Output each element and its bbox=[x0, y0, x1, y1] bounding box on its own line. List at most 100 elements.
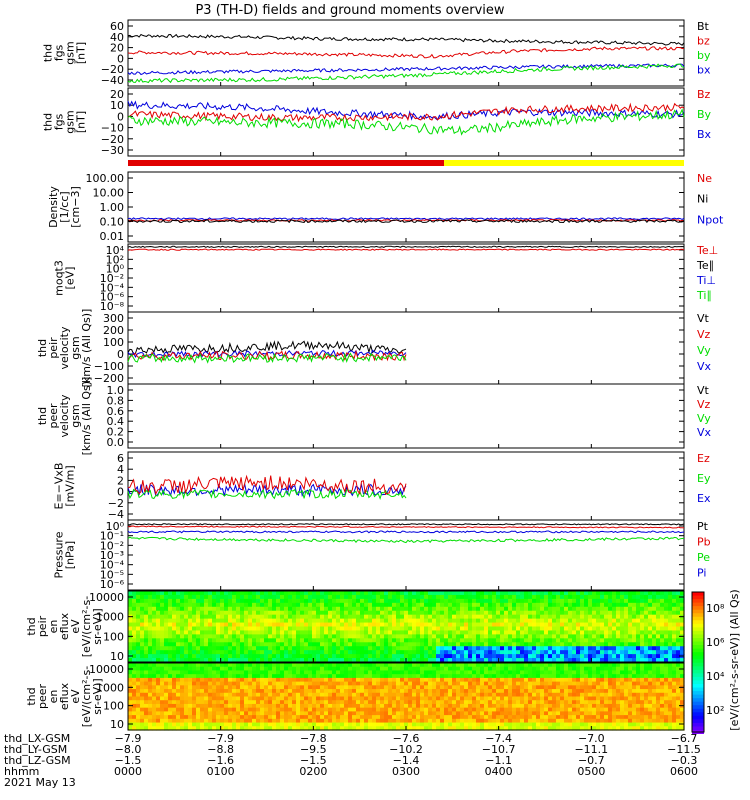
y-axis-label: eflux bbox=[58, 612, 71, 640]
panel-frame bbox=[127, 383, 685, 449]
legend-Bx: Bx bbox=[697, 128, 712, 141]
x-row-value: −6.7 bbox=[671, 732, 698, 745]
legend-by: by bbox=[697, 49, 711, 62]
y-tick-label: 60 bbox=[110, 20, 124, 33]
y-tick-label: 0.6 bbox=[107, 405, 125, 418]
y-tick-label: 10000 bbox=[89, 591, 124, 604]
y-tick-label: 0 bbox=[117, 110, 124, 123]
x-row-value: 0100 bbox=[207, 765, 235, 778]
series-Bt bbox=[127, 33, 685, 46]
y-axis-label: peir bbox=[36, 615, 49, 637]
legend-Ni: Ni bbox=[697, 193, 708, 206]
series-Pi bbox=[127, 530, 685, 534]
y-axis-label: [eV] bbox=[64, 267, 77, 290]
y-axis-label: eV bbox=[69, 619, 82, 634]
x-row-value: −10.2 bbox=[389, 743, 423, 756]
y-tick-label: 10⁻² bbox=[100, 539, 124, 552]
series-By bbox=[127, 108, 685, 136]
panel-frame bbox=[127, 451, 685, 521]
y-tick-label: 0 bbox=[117, 348, 124, 361]
x-row-value: 0000 bbox=[114, 765, 142, 778]
y-tick-label: −30 bbox=[101, 144, 124, 157]
y-axis-label: en bbox=[47, 690, 60, 704]
y-tick-label: 10000 bbox=[89, 663, 124, 676]
colorbar-label: [eV/(cm²-s-sr-eV)] (All Qs) bbox=[728, 589, 741, 730]
x-row-value: −1.4 bbox=[393, 754, 420, 767]
legend-Vy: Vy bbox=[697, 344, 711, 357]
colorbar: 10⁸ 10⁶ 10⁴ 10² [eV/(cm²-s-sr-eV)] (All Qs) bbox=[691, 589, 741, 734]
y-tick-label: 10⁰ bbox=[106, 263, 125, 276]
x-row-value: 0200 bbox=[299, 765, 327, 778]
legend-Ti∥: Ti∥ bbox=[696, 289, 712, 302]
series-Pe bbox=[127, 536, 685, 544]
x-date-label: 2021 May 13 bbox=[4, 776, 76, 789]
y-tick-label: 10.00 bbox=[93, 187, 125, 200]
x-row-label: thd_LZ-GSM bbox=[4, 754, 71, 767]
y-tick-label: 1000 bbox=[96, 611, 124, 624]
y-tick-label: 20 bbox=[110, 42, 124, 55]
y-axis-label: gsm bbox=[69, 336, 82, 359]
y-tick-label: 10⁻⁶ bbox=[100, 578, 125, 591]
y-tick-label: 10 bbox=[110, 650, 124, 663]
y-axis-label: fgs bbox=[53, 113, 66, 130]
x-row-value: −8.8 bbox=[207, 743, 234, 756]
y-axis-label: velocity bbox=[58, 326, 71, 369]
y-tick-label: 10 bbox=[110, 99, 124, 112]
legend-Pb: Pb bbox=[697, 536, 711, 549]
y-axis-label: thd bbox=[36, 339, 49, 357]
panel-3: 100.00 10.001.00 0.100.01 Density[1/cc][cm−… bbox=[47, 171, 724, 243]
x-row-value: −1.6 bbox=[207, 754, 234, 767]
series-Ni bbox=[127, 219, 685, 224]
y-axis-label: Density bbox=[47, 186, 60, 228]
y-axis-label: [eV/(cm²-s- bbox=[80, 596, 93, 657]
series-Ne bbox=[127, 218, 685, 222]
legend-Vz: Vz bbox=[697, 398, 711, 411]
y-tick-label: 100 bbox=[103, 630, 124, 643]
x-row-value: 0500 bbox=[577, 765, 605, 778]
series-Pt bbox=[127, 523, 685, 526]
colorbar-tick: 10⁸ bbox=[706, 602, 725, 615]
y-tick-label: 0.01 bbox=[100, 230, 125, 243]
y-tick-label: 1000 bbox=[96, 681, 124, 694]
series-Pb bbox=[127, 525, 685, 529]
plot-title: P3 (TH-D) fields and ground moments over… bbox=[195, 3, 504, 18]
x-row-value: −11.5 bbox=[667, 743, 701, 756]
series-Vy bbox=[127, 352, 407, 364]
y-tick-label: 10⁰ bbox=[106, 520, 125, 533]
x-row-value: −7.9 bbox=[115, 732, 142, 745]
y-tick-label: 1.00 bbox=[100, 201, 125, 214]
y-axis-label: [eV/(cm²-s- bbox=[80, 666, 93, 727]
y-axis-label: thd bbox=[42, 113, 55, 131]
y-tick-label: 10⁻⁶ bbox=[100, 291, 125, 304]
legend-Bz: Bz bbox=[697, 88, 711, 101]
legend-By: By bbox=[697, 108, 712, 121]
y-axis-label: thd bbox=[25, 687, 38, 705]
y-axis-label: thd bbox=[42, 44, 55, 62]
y-tick-label: 1.0 bbox=[107, 384, 125, 397]
x-row-value: −0.7 bbox=[578, 754, 605, 767]
y-axis-label: gsm bbox=[64, 41, 77, 64]
x-row-value: −7.4 bbox=[485, 732, 512, 745]
x-row-value: −8.0 bbox=[115, 743, 142, 756]
y-axis-label: eflux bbox=[58, 682, 71, 710]
legend-Pe: Pe bbox=[697, 551, 710, 564]
series-Bz bbox=[127, 102, 685, 123]
y-tick-label: 0 bbox=[117, 52, 124, 65]
y-axis-label: velocity bbox=[58, 394, 71, 437]
y-axis-label: [nT] bbox=[75, 42, 88, 64]
colorbar-frame bbox=[691, 591, 705, 733]
y-tick-label: −100 bbox=[94, 360, 124, 373]
y-tick-label: −40 bbox=[101, 74, 124, 87]
legend-Te∥: Te∥ bbox=[696, 259, 714, 272]
series-Te⊥ bbox=[127, 248, 685, 251]
y-tick-label: 10⁻⁵ bbox=[100, 568, 124, 581]
legend-bx: bx bbox=[697, 64, 711, 77]
legend-Vy: Vy bbox=[697, 412, 711, 425]
y-tick-label: −10 bbox=[101, 122, 124, 135]
panel-frame bbox=[127, 171, 685, 243]
y-tick-label: 0.2 bbox=[107, 426, 125, 439]
x-row-value: −1.5 bbox=[115, 754, 142, 767]
